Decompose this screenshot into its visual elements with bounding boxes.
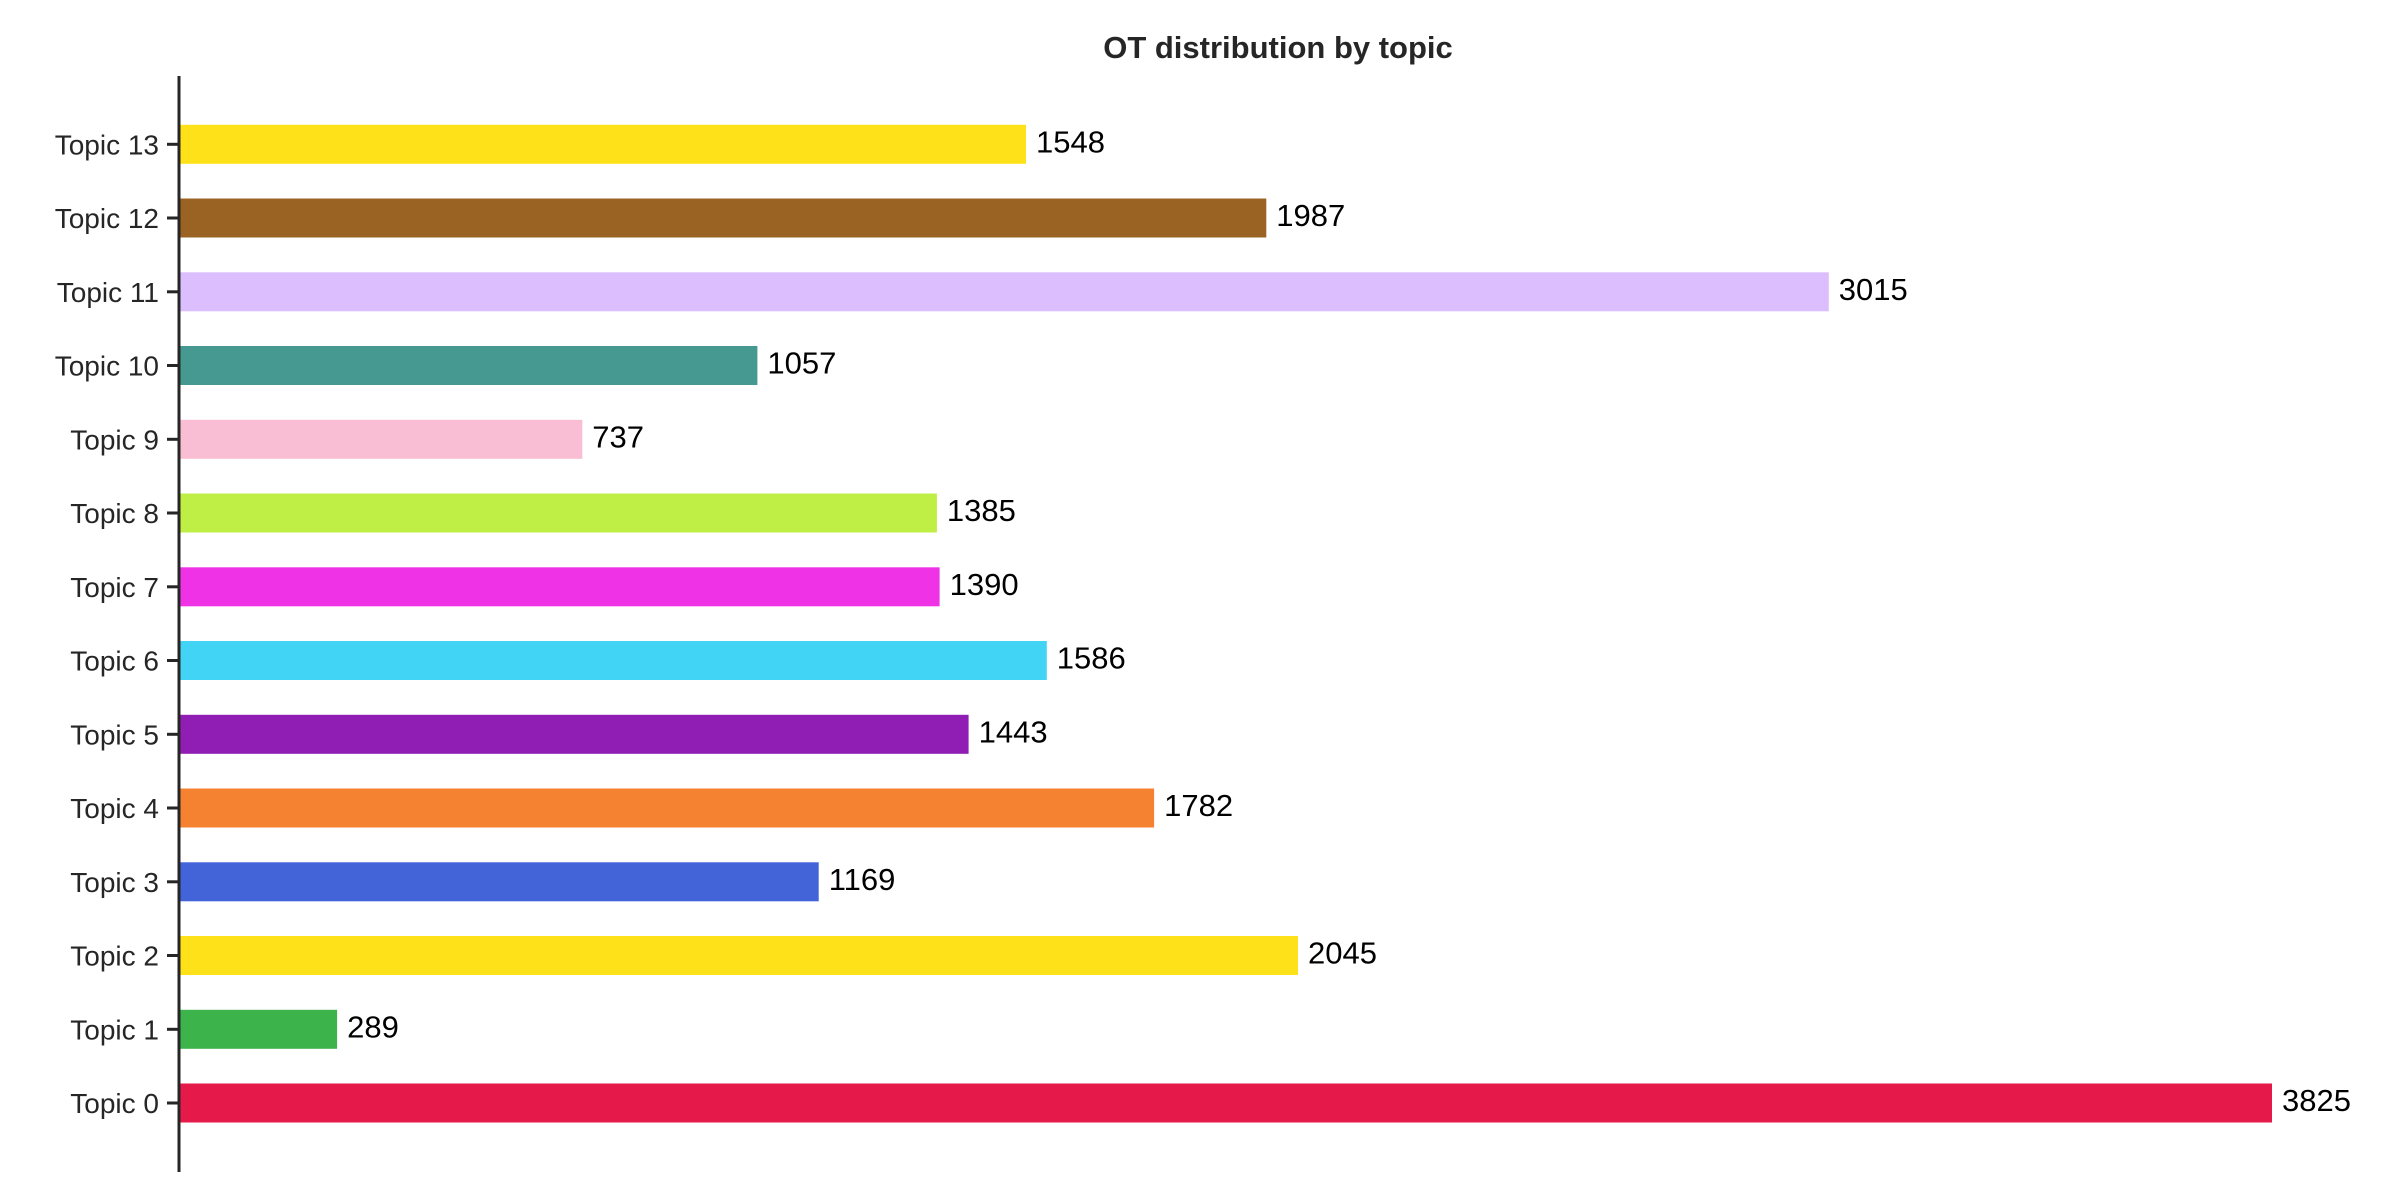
bar-value-label: 289 <box>347 1009 399 1044</box>
bar-topic-0 <box>179 1083 2272 1123</box>
y-ticks-group: Topic 0 Topic 1 Topic 2 Topic 3 Topic 4 Topic… <box>55 129 179 1119</box>
bar-topic-7 <box>179 567 940 607</box>
bar-value-label: 1548 <box>1036 124 1105 159</box>
y-tick-label: Topic 8 <box>70 498 159 529</box>
bar-value-label: 1169 <box>829 862 896 897</box>
y-tick-label: Topic 13 <box>55 129 159 160</box>
bar-value-label: 1390 <box>950 567 1019 602</box>
bar-topic-8 <box>179 493 937 533</box>
y-tick-label: Topic 1 <box>70 1014 159 1045</box>
bars-group <box>179 124 2272 1123</box>
y-tick-label: Topic 9 <box>70 424 159 455</box>
bar-value-label: 1057 <box>767 346 836 381</box>
bar-topic-3 <box>179 862 819 902</box>
bar-topic-11 <box>179 272 1829 312</box>
value-labels-group: 3825 289 2045 1169 1782 1443 1586 1390 1385 737 10… <box>347 124 2351 1118</box>
y-tick-label: Topic 6 <box>70 646 159 677</box>
bar-topic-2 <box>179 936 1298 975</box>
y-tick-label: Topic 11 <box>57 277 159 308</box>
y-tick-label: Topic 10 <box>55 351 159 382</box>
bar-value-label: 1385 <box>947 493 1016 528</box>
bar-value-label: 3015 <box>1839 272 1908 307</box>
bar-topic-4 <box>179 788 1155 828</box>
y-tick-label: Topic 0 <box>70 1088 159 1119</box>
bar-topic-1 <box>179 1009 338 1049</box>
bar-value-label: 3825 <box>2282 1083 2351 1118</box>
y-tick-label: Topic 12 <box>55 203 159 234</box>
bar-value-label: 1443 <box>979 714 1048 749</box>
bar-topic-12 <box>179 198 1267 238</box>
y-tick-label: Topic 4 <box>70 793 159 824</box>
bar-topic-9 <box>179 419 583 459</box>
bar-topic-10 <box>179 346 758 385</box>
chart-title: OT distribution by topic <box>1103 30 1453 65</box>
y-tick-label: Topic 7 <box>70 572 159 603</box>
bar-value-label: 737 <box>592 419 644 454</box>
y-tick-label: Topic 5 <box>70 719 159 750</box>
bar-topic-6 <box>179 641 1047 680</box>
bar-value-label: 1987 <box>1276 198 1345 233</box>
bar-value-label: 1782 <box>1164 788 1233 823</box>
y-tick-label: Topic 2 <box>70 941 159 972</box>
bar-value-label: 1586 <box>1057 641 1126 676</box>
bar-topic-5 <box>179 714 969 754</box>
y-tick-label: Topic 3 <box>70 867 159 898</box>
bar-value-label: 2045 <box>1308 936 1377 971</box>
bar-topic-13 <box>179 124 1026 164</box>
